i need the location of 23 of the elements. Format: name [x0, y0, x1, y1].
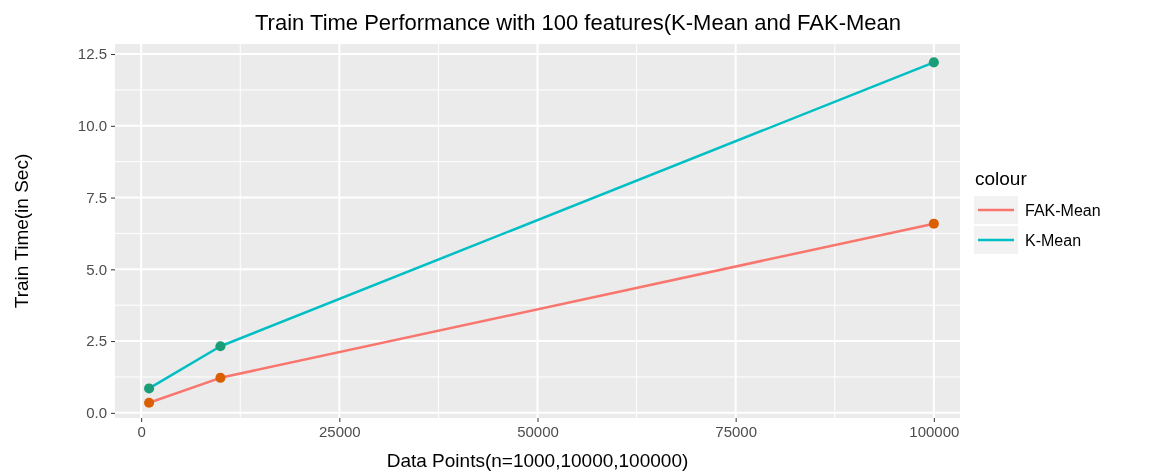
x-tick-label: 50000 — [517, 422, 559, 440]
x-tick-label: 100000 — [909, 422, 960, 440]
x-tick-label: 75000 — [715, 422, 758, 440]
legend-title: colour — [975, 168, 1028, 189]
y-axis-title: Train Time(in Sec) — [11, 153, 32, 309]
y-tick-label: 5.0 — [86, 260, 107, 278]
x-axis-title: Data Points(n=1000,10000,100000) — [386, 450, 689, 471]
point — [144, 383, 155, 394]
y-tick-label: 10.0 — [77, 117, 107, 135]
y-tick-label: 7.5 — [86, 188, 107, 206]
point — [928, 218, 939, 229]
point — [144, 397, 155, 408]
point — [215, 341, 226, 352]
y-tick-label: 12.5 — [77, 45, 107, 63]
point — [928, 57, 939, 68]
legend-label: FAK-Mean — [1025, 202, 1101, 219]
legend-label: K-Mean — [1025, 232, 1082, 249]
point — [215, 372, 226, 383]
x-tick-label: 0 — [137, 422, 146, 440]
x-tick-label: 25000 — [318, 422, 361, 440]
y-tick-label: 0.0 — [86, 404, 107, 422]
y-tick-label: 2.5 — [86, 332, 107, 350]
chart-title: Train Time Performance with 100 features(K-Mean and FAK-Mean — [254, 10, 902, 35]
